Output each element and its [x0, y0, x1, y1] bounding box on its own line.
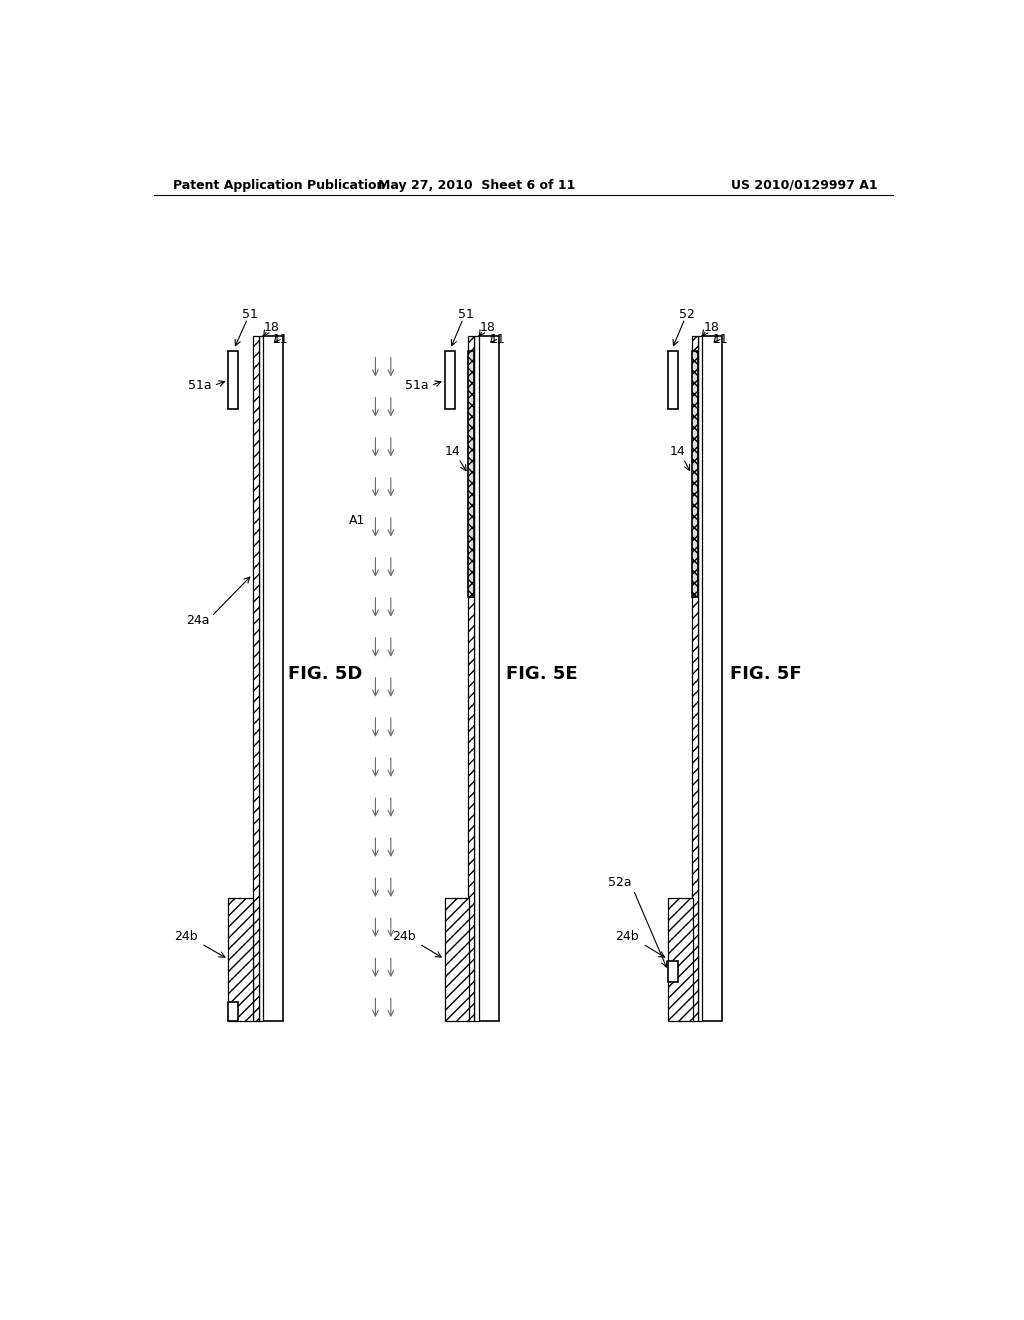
- Bar: [668, 961, 678, 982]
- Text: 24b: 24b: [615, 929, 639, 942]
- Bar: [228, 351, 239, 409]
- Bar: [668, 898, 692, 1020]
- Text: 52a: 52a: [607, 875, 632, 888]
- Bar: [228, 898, 253, 1020]
- Text: 18: 18: [480, 321, 496, 334]
- Text: 18: 18: [703, 321, 719, 334]
- Bar: [228, 1002, 239, 1020]
- Text: FIG. 5F: FIG. 5F: [730, 665, 801, 684]
- Bar: [691, 351, 697, 598]
- Bar: [259, 335, 263, 1020]
- Text: 51a: 51a: [188, 379, 212, 392]
- Text: 24a: 24a: [186, 614, 210, 627]
- Bar: [474, 335, 479, 1020]
- Bar: [444, 898, 469, 1020]
- Text: May 27, 2010  Sheet 6 of 11: May 27, 2010 Sheet 6 of 11: [379, 178, 575, 191]
- Text: 11: 11: [489, 333, 505, 346]
- Bar: [697, 335, 702, 1020]
- Text: FIG. 5D: FIG. 5D: [289, 665, 362, 684]
- Text: 52: 52: [679, 308, 694, 321]
- Bar: [691, 335, 697, 1020]
- Bar: [468, 351, 474, 598]
- Text: 24b: 24b: [392, 929, 416, 942]
- Bar: [668, 351, 678, 409]
- Bar: [701, 335, 722, 1020]
- Text: 14: 14: [670, 445, 685, 458]
- Text: 51: 51: [242, 308, 258, 321]
- Text: 18: 18: [263, 321, 280, 334]
- Bar: [253, 335, 259, 1020]
- Text: US 2010/0129997 A1: US 2010/0129997 A1: [731, 178, 878, 191]
- Text: 11: 11: [713, 333, 728, 346]
- Bar: [478, 335, 499, 1020]
- Bar: [263, 335, 283, 1020]
- Text: 11: 11: [272, 333, 289, 346]
- Text: 51: 51: [458, 308, 473, 321]
- Text: 14: 14: [444, 445, 461, 458]
- Bar: [468, 335, 474, 1020]
- Text: 24b: 24b: [174, 929, 198, 942]
- Text: FIG. 5E: FIG. 5E: [506, 665, 578, 684]
- Bar: [444, 351, 455, 409]
- Text: 51a: 51a: [406, 379, 429, 392]
- Text: A1: A1: [349, 513, 366, 527]
- Text: Patent Application Publication: Patent Application Publication: [173, 178, 385, 191]
